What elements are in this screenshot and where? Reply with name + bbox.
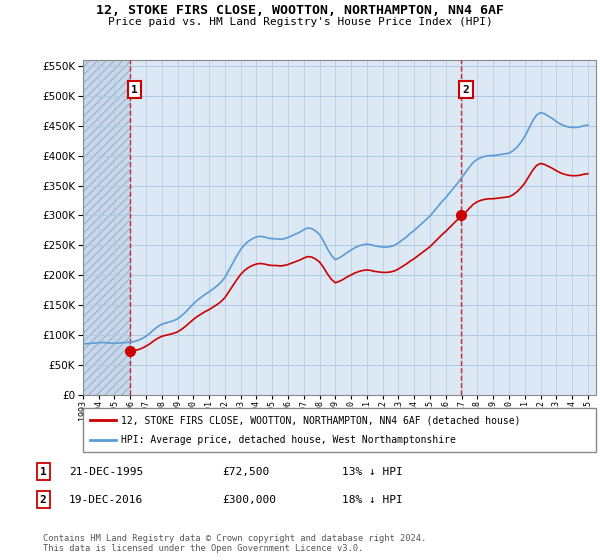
Text: 2: 2 [40, 494, 47, 505]
FancyBboxPatch shape [83, 408, 596, 452]
Text: 2: 2 [463, 85, 469, 95]
Text: 21-DEC-1995: 21-DEC-1995 [69, 466, 143, 477]
Text: 13% ↓ HPI: 13% ↓ HPI [342, 466, 403, 477]
Text: £300,000: £300,000 [222, 494, 276, 505]
Text: Contains HM Land Registry data © Crown copyright and database right 2024.
This d: Contains HM Land Registry data © Crown c… [43, 534, 427, 553]
Text: 1: 1 [131, 85, 138, 95]
Text: 19-DEC-2016: 19-DEC-2016 [69, 494, 143, 505]
Text: 12, STOKE FIRS CLOSE, WOOTTON, NORTHAMPTON, NN4 6AF (detached house): 12, STOKE FIRS CLOSE, WOOTTON, NORTHAMPT… [121, 415, 521, 425]
Text: HPI: Average price, detached house, West Northamptonshire: HPI: Average price, detached house, West… [121, 435, 456, 445]
Text: Price paid vs. HM Land Registry's House Price Index (HPI): Price paid vs. HM Land Registry's House … [107, 17, 493, 27]
Text: 18% ↓ HPI: 18% ↓ HPI [342, 494, 403, 505]
Text: 12, STOKE FIRS CLOSE, WOOTTON, NORTHAMPTON, NN4 6AF: 12, STOKE FIRS CLOSE, WOOTTON, NORTHAMPT… [96, 4, 504, 17]
Text: 1: 1 [40, 466, 47, 477]
Text: £72,500: £72,500 [222, 466, 269, 477]
